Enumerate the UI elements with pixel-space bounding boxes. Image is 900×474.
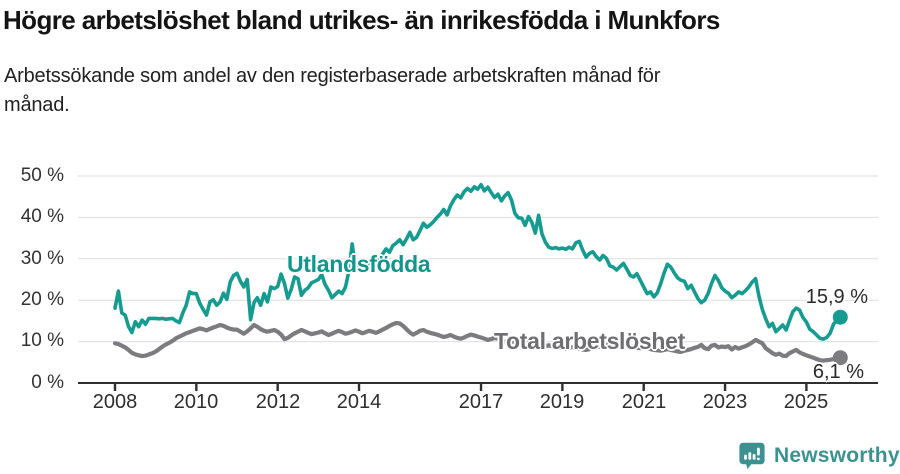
y-axis-tick-label: 20 % <box>20 289 64 310</box>
y-axis-tick-label: 30 % <box>20 248 64 269</box>
x-axis-tick-label: 2014 <box>336 391 382 413</box>
series-label-utlandsfodda: Utlandsfödda <box>287 251 431 277</box>
end-value-label-utlandsfodda: 15,9 % <box>805 286 868 308</box>
x-axis-tick-label: 2023 <box>702 391 748 413</box>
x-axis-tick-label: 2008 <box>92 391 138 413</box>
x-axis-tick-label: 2010 <box>173 391 219 413</box>
newsworthy-logo-text: Newsworthy <box>774 444 900 467</box>
chart-subtitle: Arbetssökande som andel av den registerb… <box>4 65 661 116</box>
chart-title: Högre arbetslöshet bland utrikes- än inr… <box>3 5 720 35</box>
y-axis-tick-label: 10 % <box>20 330 64 351</box>
series-line-total-arbetsloshet <box>112 320 843 363</box>
newsworthy-logo: Newsworthy <box>738 442 900 470</box>
x-axis-tick-label: 2017 <box>458 391 504 413</box>
x-axis-tick-label: 2025 <box>783 391 829 413</box>
series-end-dot-total-arbetsloshet <box>832 350 848 366</box>
series-label-total-arbetsloshet: Total arbetslöshet <box>494 328 685 354</box>
x-axis-tick-label: 2021 <box>621 391 667 413</box>
series-line-utlandsfodda <box>113 182 843 341</box>
x-axis-tick-label: 2019 <box>539 391 585 413</box>
x-axis-tick-label: 2012 <box>255 391 301 413</box>
y-axis-tick-label: 0 % <box>31 372 64 393</box>
newsworthy-logo-icon <box>739 442 765 469</box>
series-end-dot-utlandsfodda <box>832 309 848 325</box>
y-axis-tick-label: 50 % <box>20 165 64 186</box>
end-value-label-total-arbetsloshet: 6,1 % <box>812 361 864 383</box>
y-axis-tick-label: 40 % <box>20 206 64 227</box>
